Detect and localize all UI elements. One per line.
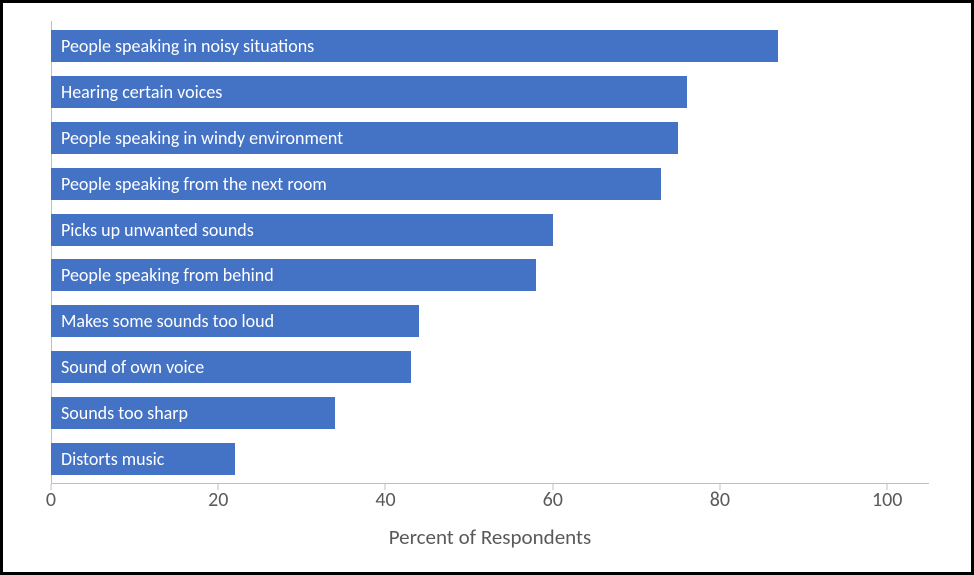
plot-area: People speaking in noisy situations Heari… <box>51 21 929 484</box>
bar: Picks up unwanted sounds <box>51 214 553 246</box>
x-tick-label: 40 <box>375 488 395 512</box>
bar-label: People speaking from the next room <box>61 173 327 195</box>
bar-row: People speaking in windy environment <box>51 122 929 154</box>
bar-row: Makes some sounds too loud <box>51 305 929 337</box>
bar-row: People speaking from the next room <box>51 168 929 200</box>
bar: People speaking from behind <box>51 259 536 291</box>
bar: Sounds too sharp <box>51 397 335 429</box>
bars-container: People speaking in noisy situations Heari… <box>51 21 929 484</box>
x-tick-label: 100 <box>872 488 902 512</box>
bar: Distorts music <box>51 443 235 475</box>
chart-frame: People speaking in noisy situations Heari… <box>0 0 974 575</box>
x-tick-label: 0 <box>46 488 56 512</box>
bar-row: Picks up unwanted sounds <box>51 214 929 246</box>
bar-label: Picks up unwanted sounds <box>61 219 254 241</box>
x-tick-label: 20 <box>208 488 228 512</box>
x-tick-labels: 020406080100 <box>51 488 929 518</box>
bar-row: People speaking from behind <box>51 259 929 291</box>
bar-row: People speaking in noisy situations <box>51 30 929 62</box>
bar-label: Makes some sounds too loud <box>61 310 274 332</box>
bar: Hearing certain voices <box>51 76 687 108</box>
bar-label: Sounds too sharp <box>61 402 188 424</box>
bar: People speaking in noisy situations <box>51 30 778 62</box>
bar-label: Distorts music <box>61 448 164 470</box>
bar: Sound of own voice <box>51 351 411 383</box>
bar: People speaking from the next room <box>51 168 661 200</box>
bar-row: Hearing certain voices <box>51 76 929 108</box>
x-axis-label: Percent of Respondents <box>51 524 929 550</box>
bar-row: Distorts music <box>51 443 929 475</box>
bar-row: Sound of own voice <box>51 351 929 383</box>
bar-label: Hearing certain voices <box>61 81 222 103</box>
bar-label: People speaking in noisy situations <box>61 35 314 57</box>
bar-label: People speaking from behind <box>61 264 274 286</box>
x-tick-label: 80 <box>710 488 730 512</box>
plot-wrap: People speaking in noisy situations Heari… <box>39 17 935 558</box>
bar-label: People speaking in windy environment <box>61 127 343 149</box>
bar-label: Sound of own voice <box>61 356 204 378</box>
bar: People speaking in windy environment <box>51 122 678 154</box>
bar-row: Sounds too sharp <box>51 397 929 429</box>
bar: Makes some sounds too loud <box>51 305 419 337</box>
x-tick-label: 60 <box>543 488 563 512</box>
